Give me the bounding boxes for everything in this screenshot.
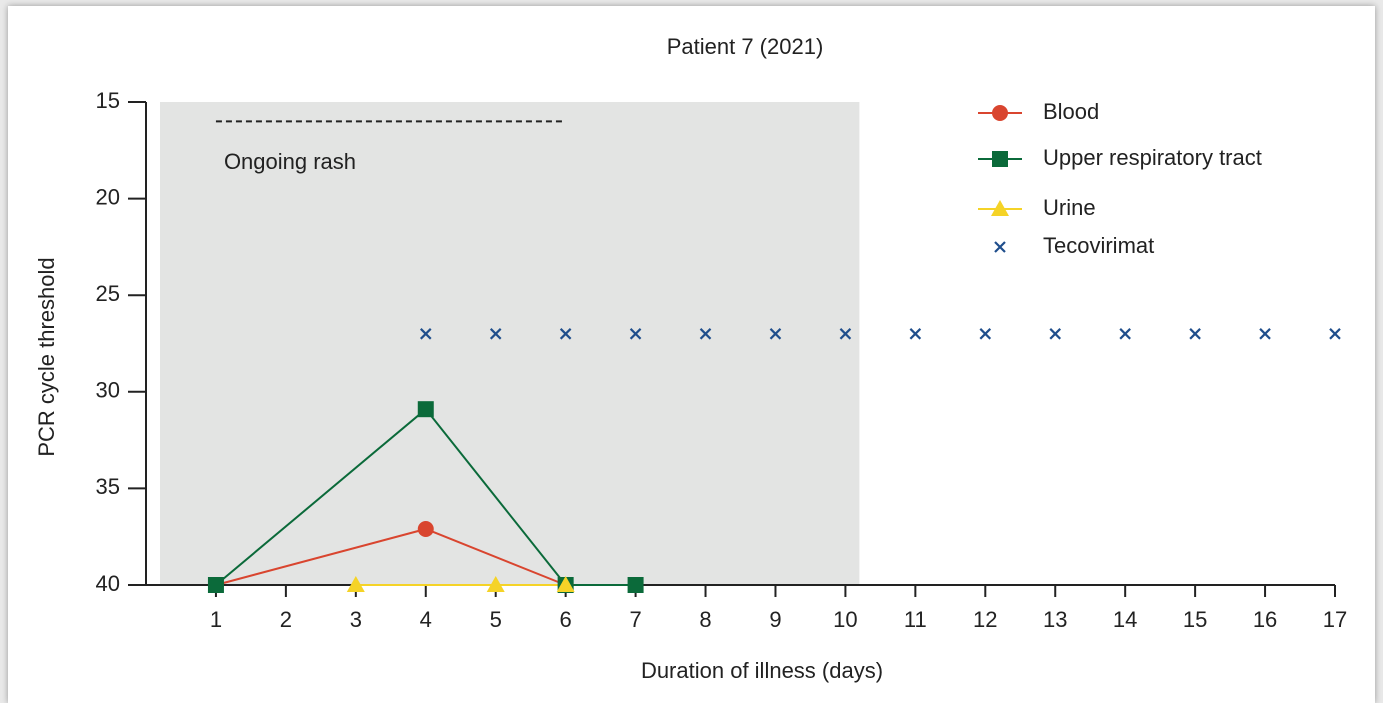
y-tick-label: 25 — [96, 281, 120, 306]
marker — [629, 328, 642, 340]
x-tick-label: 7 — [629, 607, 641, 632]
y-axis-label: PCR cycle threshold — [34, 257, 59, 456]
x-tick-label: 4 — [420, 607, 432, 632]
y-tick-label: 40 — [96, 571, 120, 596]
x-tick-label: 15 — [1183, 607, 1207, 632]
marker — [489, 328, 502, 340]
legend-label: Upper respiratory tract — [1043, 145, 1262, 170]
shaded-region — [159, 102, 860, 585]
legend-item: Upper respiratory tract — [978, 145, 1262, 170]
marker-stroke — [559, 328, 572, 340]
chart-title: Patient 7 (2021) — [667, 34, 824, 59]
y-tick-label: 15 — [96, 88, 120, 113]
y-tick-label: 30 — [96, 378, 120, 403]
x-tick-label: 16 — [1253, 607, 1277, 632]
marker-stroke — [994, 241, 1006, 253]
x-tick-label: 2 — [280, 607, 292, 632]
x-tick-label: 11 — [904, 607, 927, 632]
marker-stroke — [699, 328, 712, 340]
marker — [1119, 328, 1131, 340]
marker-stroke — [979, 328, 992, 340]
marker-stroke — [1189, 328, 1201, 340]
marker — [1049, 328, 1062, 340]
marker — [627, 577, 644, 593]
marker-stroke — [769, 328, 782, 340]
marker — [979, 328, 992, 340]
marker — [419, 328, 432, 340]
x-tick-label: 13 — [1043, 607, 1067, 632]
marker-stroke — [1329, 328, 1341, 340]
marker — [909, 328, 922, 340]
marker — [991, 200, 1009, 216]
marker — [346, 576, 365, 592]
marker-stroke — [629, 328, 642, 340]
marker — [992, 105, 1008, 121]
marker — [1189, 328, 1201, 340]
legend-item: Blood — [978, 99, 1099, 124]
x-tick-label: 12 — [973, 607, 997, 632]
x-tick-label: 6 — [560, 607, 572, 632]
marker — [486, 576, 505, 592]
x-tick-label: 9 — [769, 607, 781, 632]
x-tick-label: 8 — [699, 607, 711, 632]
x-tick-label: 17 — [1323, 607, 1347, 632]
legend-label: Blood — [1043, 99, 1099, 124]
marker — [556, 576, 575, 592]
marker-stroke — [489, 328, 502, 340]
marker-stroke — [839, 328, 852, 340]
series-line — [215, 407, 636, 586]
annotation-text: Ongoing rash — [224, 149, 356, 174]
legend-item: Urine — [978, 195, 1096, 220]
x-tick-label: 3 — [350, 607, 362, 632]
marker-stroke — [419, 328, 432, 340]
marker-stroke — [1259, 328, 1271, 340]
x-axis-label: Duration of illness (days) — [641, 658, 883, 683]
marker — [699, 328, 712, 340]
x-tick-label: 5 — [490, 607, 502, 632]
marker — [1259, 328, 1271, 340]
marker — [417, 401, 434, 418]
marker — [769, 328, 782, 340]
marker-stroke — [1119, 328, 1131, 340]
x-tick-label: 10 — [833, 607, 857, 632]
legend-label: Tecovirimat — [1043, 233, 1154, 258]
marker — [994, 241, 1006, 253]
marker — [559, 328, 572, 340]
x-tick-label: 1 — [210, 607, 222, 632]
marker — [839, 328, 852, 340]
y-tick-label: 20 — [96, 184, 120, 209]
marker — [992, 151, 1008, 167]
marker — [417, 520, 434, 537]
x-tick-label: 14 — [1113, 607, 1137, 632]
legend-item: Tecovirimat — [994, 233, 1154, 258]
legend-label: Urine — [1043, 195, 1096, 220]
marker-stroke — [909, 328, 922, 340]
y-tick-label: 35 — [96, 474, 120, 499]
marker-stroke — [1049, 328, 1062, 340]
marker — [207, 577, 224, 593]
marker — [1329, 328, 1341, 340]
